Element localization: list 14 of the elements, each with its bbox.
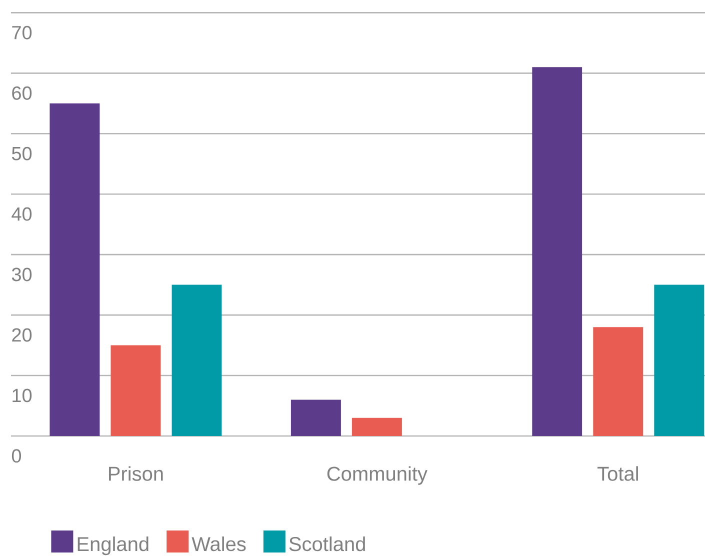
y-tick-label: 10: [12, 388, 32, 402]
y-tick-label: 30: [12, 268, 32, 282]
x-tick-label: Community: [327, 466, 428, 485]
x-tick-label: Prison: [109, 466, 163, 481]
y-tick-label: 60: [12, 86, 32, 100]
y-tick-label: 20: [12, 328, 32, 342]
y-tick-label: 70: [12, 26, 32, 40]
y-tick-label: 0: [12, 449, 22, 463]
x-tick-label: Total: [597, 466, 638, 481]
y-tick-label: 40: [12, 207, 32, 221]
y-tick-label: 50: [12, 146, 32, 160]
legend-label: Scotland: [289, 536, 365, 552]
legend-label: Wales: [192, 536, 246, 552]
legend-label: England: [78, 536, 148, 556]
